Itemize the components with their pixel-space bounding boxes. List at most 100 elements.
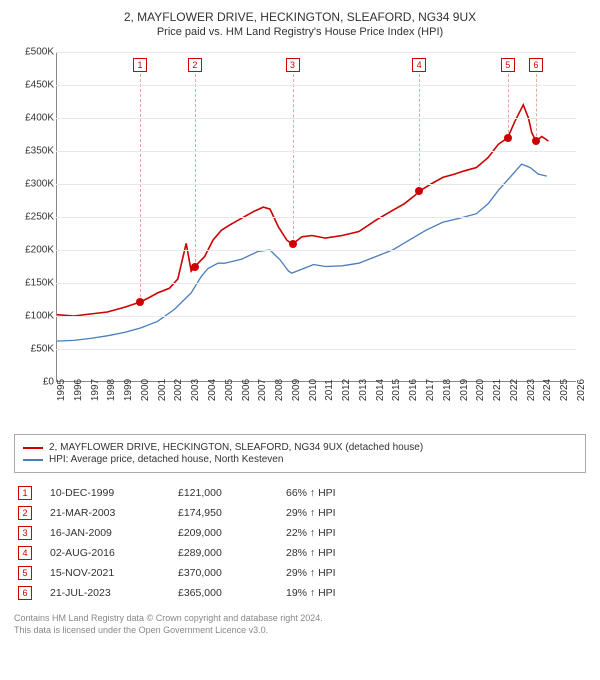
x-axis-tick: 2000 [140,379,151,401]
transactions-table: 1 10-DEC-1999 £121,000 66% ↑ HPI 2 21-MAR-200… [14,483,586,603]
y-axis-tick: £100K [14,311,54,322]
x-axis-tick: 2018 [442,379,453,401]
x-axis-tick: 2010 [308,379,319,401]
x-axis-tick: 2016 [408,379,419,401]
y-axis-tick: £0 [14,377,54,388]
transaction-price: £121,000 [178,487,268,499]
chart-subtitle: Price paid vs. HM Land Registry's House … [14,26,586,38]
y-axis-tick: £50K [14,344,54,355]
y-axis-tick: £350K [14,146,54,157]
y-axis-tick: £250K [14,212,54,223]
gridline [56,184,576,185]
x-axis-tick: 2014 [375,379,386,401]
marker-guideline [195,74,196,267]
x-axis-tick: 1998 [106,379,117,401]
x-axis-tick: 2019 [459,379,470,401]
transaction-number: 4 [18,546,32,560]
transaction-date: 10-DEC-1999 [50,487,160,499]
marker-guideline [419,74,420,191]
transaction-pct-vs-hpi: 66% ↑ HPI [286,487,386,499]
footer-line-1: Contains HM Land Registry data © Crown c… [14,613,586,625]
transaction-date: 02-AUG-2016 [50,547,160,559]
gridline [56,316,576,317]
footer-attribution: Contains HM Land Registry data © Crown c… [14,613,586,636]
transaction-number: 2 [18,506,32,520]
gridline [56,217,576,218]
marker-dot [136,298,144,306]
gridline [56,283,576,284]
transaction-date: 21-JUL-2023 [50,587,160,599]
transaction-price: £174,950 [178,507,268,519]
marker-label: 2 [188,58,202,72]
transaction-row: 2 21-MAR-2003 £174,950 29% ↑ HPI [14,503,586,523]
x-axis-tick: 2012 [341,379,352,401]
chart-title: 2, MAYFLOWER DRIVE, HECKINGTON, SLEAFORD… [14,10,586,24]
gridline [56,85,576,86]
x-axis-tick: 2009 [291,379,302,401]
x-axis-tick: 2023 [526,379,537,401]
legend-swatch [23,447,43,449]
x-axis-tick: 1996 [73,379,84,401]
marker-dot [504,134,512,142]
x-axis-tick: 2006 [241,379,252,401]
gridline [56,52,576,53]
transaction-date: 21-MAR-2003 [50,507,160,519]
x-axis-tick: 2022 [509,379,520,401]
transaction-row: 1 10-DEC-1999 £121,000 66% ↑ HPI [14,483,586,503]
x-axis-tick: 2007 [257,379,268,401]
marker-label: 4 [412,58,426,72]
x-axis-tick: 2024 [542,379,553,401]
x-axis-tick: 2011 [324,379,335,401]
x-axis-tick: 2015 [391,379,402,401]
transaction-row: 621-JUL-2023£365,00019% ↑ HPI [14,583,586,603]
x-axis-tick: 2013 [358,379,369,401]
gridline [56,151,576,152]
x-axis-tick: 2004 [207,379,218,401]
marker-guideline [508,74,509,138]
transaction-date: 16-JAN-2009 [50,527,160,539]
gridline [56,250,576,251]
transaction-pct-vs-hpi: 22% ↑ HPI [286,527,386,539]
marker-guideline [140,74,141,302]
transaction-pct-vs-hpi: 28% ↑ HPI [286,547,386,559]
x-axis-tick: 2002 [173,379,184,401]
x-axis-tick: 2025 [559,379,570,401]
x-axis-tick: 2020 [475,379,486,401]
transaction-number: 1 [18,486,32,500]
x-axis-tick: 1999 [123,379,134,401]
marker-guideline [293,74,294,244]
footer-line-2: This data is licensed under the Open Gov… [14,625,586,637]
x-axis-tick: 2001 [157,379,168,401]
marker-label: 3 [286,58,300,72]
x-axis-tick: 2008 [274,379,285,401]
transaction-row: 5 15-NOV-2021 £370,000 29% ↑ HPI [14,563,586,583]
transaction-pct-vs-hpi: 29% ↑ HPI [286,507,386,519]
legend-label: HPI: Average price, detached house, Nort… [49,454,283,465]
marker-dot [289,240,297,248]
transaction-price: £209,000 [178,527,268,539]
gridline [56,349,576,350]
x-axis-tick: 2017 [425,379,436,401]
transaction-number: 6 [18,586,32,600]
transaction-row: 316-JAN-2009£209,00022% ↑ HPI [14,523,586,543]
marker-dot [415,187,423,195]
x-axis-tick: 2005 [224,379,235,401]
chart-area: 123456 £0£50K£100K£150K£200K£250K£300K£3… [14,46,586,426]
y-axis-tick: £200K [14,245,54,256]
marker-label: 5 [501,58,515,72]
transaction-date: 15-NOV-2021 [50,567,160,579]
y-axis-tick: £300K [14,179,54,190]
x-axis-tick: 1995 [56,379,67,401]
transaction-number: 5 [18,566,32,580]
marker-label: 6 [529,58,543,72]
transaction-pct-vs-hpi: 29% ↑ HPI [286,567,386,579]
legend-item: HPI: Average price, detached house, Nort… [23,454,577,465]
transaction-price: £370,000 [178,567,268,579]
x-axis-tick: 2021 [492,379,503,401]
marker-label: 1 [133,58,147,72]
gridline [56,118,576,119]
x-axis-tick: 2026 [576,379,587,401]
legend-item: 2, MAYFLOWER DRIVE, HECKINGTON, SLEAFORD… [23,442,577,453]
y-axis-tick: £400K [14,113,54,124]
x-axis-tick: 1997 [90,379,101,401]
